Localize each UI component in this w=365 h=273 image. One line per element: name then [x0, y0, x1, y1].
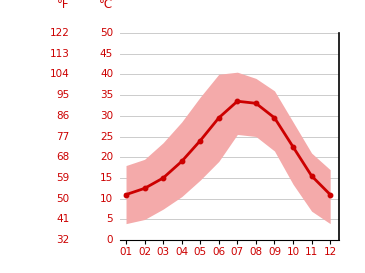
Text: 59: 59 [56, 173, 69, 183]
Text: 5: 5 [107, 215, 113, 224]
Text: °C: °C [99, 0, 113, 11]
Text: 20: 20 [100, 152, 113, 162]
Text: °F: °F [57, 0, 69, 11]
Text: 77: 77 [56, 132, 69, 141]
Text: 50: 50 [100, 28, 113, 38]
Text: 113: 113 [50, 49, 69, 58]
Text: 122: 122 [50, 28, 69, 38]
Text: 86: 86 [56, 111, 69, 121]
Text: 0: 0 [107, 235, 113, 245]
Text: 45: 45 [100, 49, 113, 58]
Text: 104: 104 [50, 69, 69, 79]
Text: 41: 41 [56, 215, 69, 224]
Text: 10: 10 [100, 194, 113, 204]
Text: 32: 32 [56, 235, 69, 245]
Text: 50: 50 [56, 194, 69, 204]
Text: 40: 40 [100, 69, 113, 79]
Text: 35: 35 [100, 90, 113, 100]
Text: 68: 68 [56, 152, 69, 162]
Text: 15: 15 [100, 173, 113, 183]
Text: 25: 25 [100, 132, 113, 141]
Text: 95: 95 [56, 90, 69, 100]
Text: 30: 30 [100, 111, 113, 121]
